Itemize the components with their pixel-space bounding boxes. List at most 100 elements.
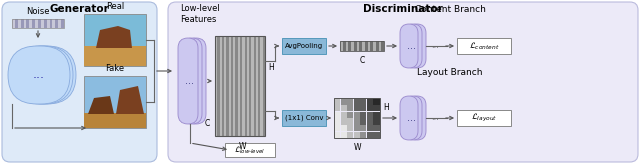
Bar xyxy=(346,41,348,51)
Bar xyxy=(347,118,353,125)
FancyBboxPatch shape xyxy=(404,96,422,140)
Bar xyxy=(15,19,18,28)
Bar xyxy=(378,41,381,51)
Bar xyxy=(55,19,58,28)
Bar xyxy=(35,19,38,28)
Text: H: H xyxy=(268,64,274,73)
Text: Noise: Noise xyxy=(26,7,50,16)
Bar xyxy=(365,41,368,51)
FancyBboxPatch shape xyxy=(186,38,206,124)
Bar xyxy=(347,125,353,131)
Bar xyxy=(347,112,353,118)
Bar xyxy=(362,41,365,51)
Bar xyxy=(360,105,367,111)
Text: $\mathcal{L}_{layout}$: $\mathcal{L}_{layout}$ xyxy=(471,112,497,124)
Bar xyxy=(84,76,146,128)
FancyBboxPatch shape xyxy=(404,24,422,68)
Text: Discriminator: Discriminator xyxy=(363,4,443,14)
Bar xyxy=(373,98,380,105)
FancyBboxPatch shape xyxy=(400,24,418,68)
Text: ...: ... xyxy=(406,113,415,123)
Bar xyxy=(227,36,229,136)
Bar xyxy=(360,112,367,118)
Bar xyxy=(236,36,238,136)
Bar xyxy=(38,19,41,28)
Bar xyxy=(253,36,256,136)
Bar xyxy=(354,118,360,125)
FancyBboxPatch shape xyxy=(178,38,198,124)
Bar xyxy=(84,46,146,66)
Bar xyxy=(231,36,234,136)
Bar xyxy=(347,132,353,138)
Bar xyxy=(84,113,146,128)
Bar xyxy=(52,19,56,28)
Bar xyxy=(360,132,367,138)
Text: W: W xyxy=(353,143,361,152)
Bar xyxy=(359,41,362,51)
Polygon shape xyxy=(116,86,144,114)
Bar xyxy=(360,98,367,105)
Bar xyxy=(354,132,360,138)
Bar xyxy=(58,19,61,28)
Bar xyxy=(44,19,47,28)
Polygon shape xyxy=(88,96,114,114)
Text: Layout Branch: Layout Branch xyxy=(417,68,483,77)
Text: ...: ... xyxy=(33,69,45,82)
FancyBboxPatch shape xyxy=(168,2,638,162)
Bar xyxy=(215,36,218,136)
FancyBboxPatch shape xyxy=(14,46,76,104)
Bar xyxy=(240,36,243,136)
Text: $\mathcal{L}_{content}$: $\mathcal{L}_{content}$ xyxy=(468,40,499,52)
Bar xyxy=(24,19,27,28)
Bar xyxy=(282,110,326,126)
Bar xyxy=(334,125,340,131)
Bar xyxy=(20,19,24,28)
FancyBboxPatch shape xyxy=(182,38,202,124)
Bar xyxy=(343,41,346,51)
Bar xyxy=(252,36,254,136)
Bar xyxy=(373,105,380,111)
Bar xyxy=(256,36,259,136)
Bar xyxy=(340,98,347,105)
Bar xyxy=(334,118,340,125)
Bar xyxy=(371,41,373,51)
Bar xyxy=(243,36,245,136)
Text: W: W xyxy=(239,142,246,151)
Bar xyxy=(47,19,50,28)
Text: ...: ... xyxy=(431,42,439,50)
FancyBboxPatch shape xyxy=(408,96,426,140)
Bar xyxy=(32,19,35,28)
Text: Real: Real xyxy=(106,2,124,11)
Bar xyxy=(41,19,44,28)
Bar xyxy=(84,14,146,66)
Text: C: C xyxy=(360,56,365,65)
Bar xyxy=(217,36,220,136)
Bar xyxy=(354,105,360,111)
Bar xyxy=(354,112,360,118)
Bar xyxy=(260,36,263,136)
Bar xyxy=(356,41,360,51)
Bar xyxy=(340,112,347,118)
Bar xyxy=(249,36,252,136)
Text: ...: ... xyxy=(431,114,439,123)
Text: H: H xyxy=(383,103,388,113)
Bar xyxy=(282,38,326,54)
Bar xyxy=(263,36,266,136)
Bar xyxy=(334,98,380,138)
Bar xyxy=(367,41,371,51)
Bar xyxy=(367,105,373,111)
Bar xyxy=(347,105,353,111)
Bar xyxy=(334,105,340,111)
Bar xyxy=(237,36,240,136)
Text: Generator: Generator xyxy=(50,4,109,14)
Bar xyxy=(29,19,33,28)
Polygon shape xyxy=(96,26,132,48)
Bar xyxy=(340,132,347,138)
Bar xyxy=(457,110,511,126)
Bar xyxy=(224,36,227,136)
Bar xyxy=(340,105,347,111)
Bar xyxy=(354,98,360,105)
Bar xyxy=(340,41,343,51)
Bar xyxy=(26,19,29,28)
Bar xyxy=(233,36,236,136)
